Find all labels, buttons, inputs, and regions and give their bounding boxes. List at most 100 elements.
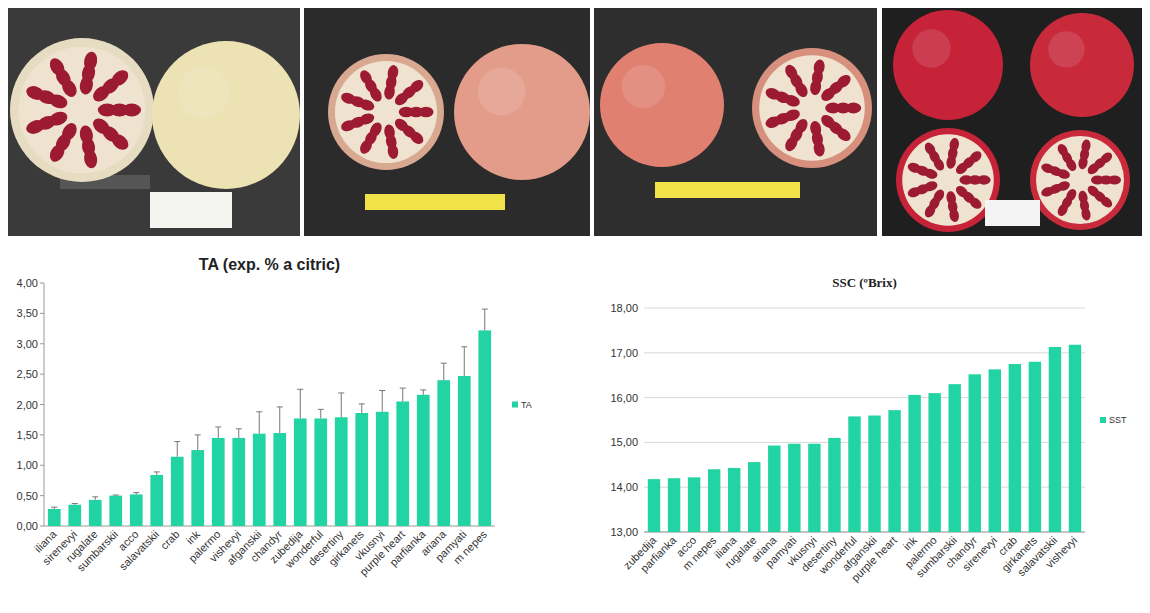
- tick-mark: [40, 434, 44, 435]
- label-card: [985, 200, 1040, 226]
- bar: [171, 457, 184, 526]
- x-tick-label: sirenevyi: [960, 534, 999, 573]
- bar: [688, 477, 700, 532]
- label-card: [150, 192, 232, 228]
- bar: [130, 494, 143, 526]
- aril: [418, 107, 433, 117]
- bar: [1009, 364, 1021, 532]
- fruit-pith: [19, 47, 146, 174]
- fruit-cut: [328, 54, 444, 170]
- tick-mark: [40, 404, 44, 405]
- aril: [1080, 139, 1091, 153]
- error-bar: [92, 497, 98, 500]
- y-tick-label: 2,50: [17, 368, 38, 380]
- bar: [396, 401, 409, 526]
- plot-area: [48, 309, 491, 526]
- aril: [109, 67, 132, 89]
- aril: [408, 77, 426, 95]
- chart-title: SSC (ºBrix): [832, 275, 897, 290]
- bar: [68, 505, 81, 526]
- tick-mark: [40, 465, 44, 466]
- error-bar: [113, 495, 119, 497]
- error-cap: [113, 495, 119, 496]
- aril: [47, 56, 68, 79]
- error-cap: [441, 363, 447, 364]
- bar: [788, 444, 800, 532]
- aril: [846, 103, 862, 114]
- bar: [458, 376, 471, 526]
- error-bar: [215, 427, 221, 438]
- error-stem: [177, 442, 178, 457]
- y-tick-label: 16,00: [610, 392, 638, 404]
- bar: [376, 412, 389, 526]
- error-cap: [215, 426, 221, 427]
- photo: [8, 8, 300, 236]
- fruit-pith: [335, 61, 437, 163]
- plot-area: [648, 345, 1081, 532]
- y-tick-label: 1,00: [17, 459, 38, 471]
- bar: [989, 369, 1001, 532]
- grid-line: [644, 308, 1085, 309]
- bar: [1029, 362, 1041, 532]
- tick-mark: [40, 313, 44, 314]
- error-stem: [443, 363, 444, 380]
- x-tick-label: m nepes: [451, 528, 490, 567]
- error-cap: [51, 507, 57, 508]
- highlight: [478, 68, 526, 116]
- aril: [1040, 162, 1055, 175]
- photo: [304, 8, 590, 236]
- bar: [848, 416, 860, 532]
- error-cap: [174, 441, 180, 442]
- tick-mark: [40, 526, 44, 527]
- aril: [967, 149, 983, 165]
- error-bar: [236, 429, 242, 438]
- error-stem: [382, 391, 383, 412]
- aril: [834, 125, 853, 143]
- aril: [109, 131, 132, 153]
- photo: [882, 8, 1142, 236]
- grid-line: [644, 352, 1085, 353]
- error-stem: [361, 404, 362, 413]
- fruit-cut: [752, 48, 872, 168]
- aril: [764, 86, 782, 101]
- x-tick-label: sumbarskii: [75, 528, 121, 574]
- tick-mark: [40, 495, 44, 496]
- bar: [728, 468, 740, 532]
- error-stem: [197, 435, 198, 450]
- aril: [83, 51, 99, 72]
- bar: [1069, 345, 1081, 532]
- error-stem: [484, 309, 485, 330]
- legend-swatch: [1100, 417, 1106, 423]
- label-card: [655, 182, 800, 198]
- aril: [358, 138, 375, 156]
- aril: [906, 161, 922, 174]
- aril: [1108, 176, 1121, 185]
- bar: [648, 479, 660, 532]
- error-stem: [279, 407, 280, 433]
- chart-title: TA (exp. % a citric): [199, 256, 340, 273]
- aril: [1056, 202, 1070, 218]
- aril: [948, 137, 960, 152]
- aril: [906, 186, 922, 199]
- y-tick-label: 2,00: [17, 399, 38, 411]
- error-cap: [92, 496, 98, 497]
- bar: [748, 462, 760, 532]
- error-stem: [238, 429, 239, 438]
- bar: [109, 496, 122, 526]
- highlight: [622, 65, 665, 108]
- error-stem: [320, 409, 321, 418]
- bar: [253, 434, 266, 526]
- error-cap: [297, 389, 303, 390]
- aril: [340, 118, 358, 133]
- aril: [1056, 142, 1070, 158]
- error-stem: [423, 390, 424, 395]
- error-stem: [402, 388, 403, 401]
- fruit-cut: [10, 38, 154, 182]
- bar: [417, 395, 430, 526]
- error-stem: [218, 427, 219, 438]
- highlight: [912, 29, 951, 68]
- aril: [977, 175, 991, 184]
- bar: [808, 444, 820, 532]
- legend-swatch: [512, 402, 518, 408]
- bar: [969, 374, 981, 532]
